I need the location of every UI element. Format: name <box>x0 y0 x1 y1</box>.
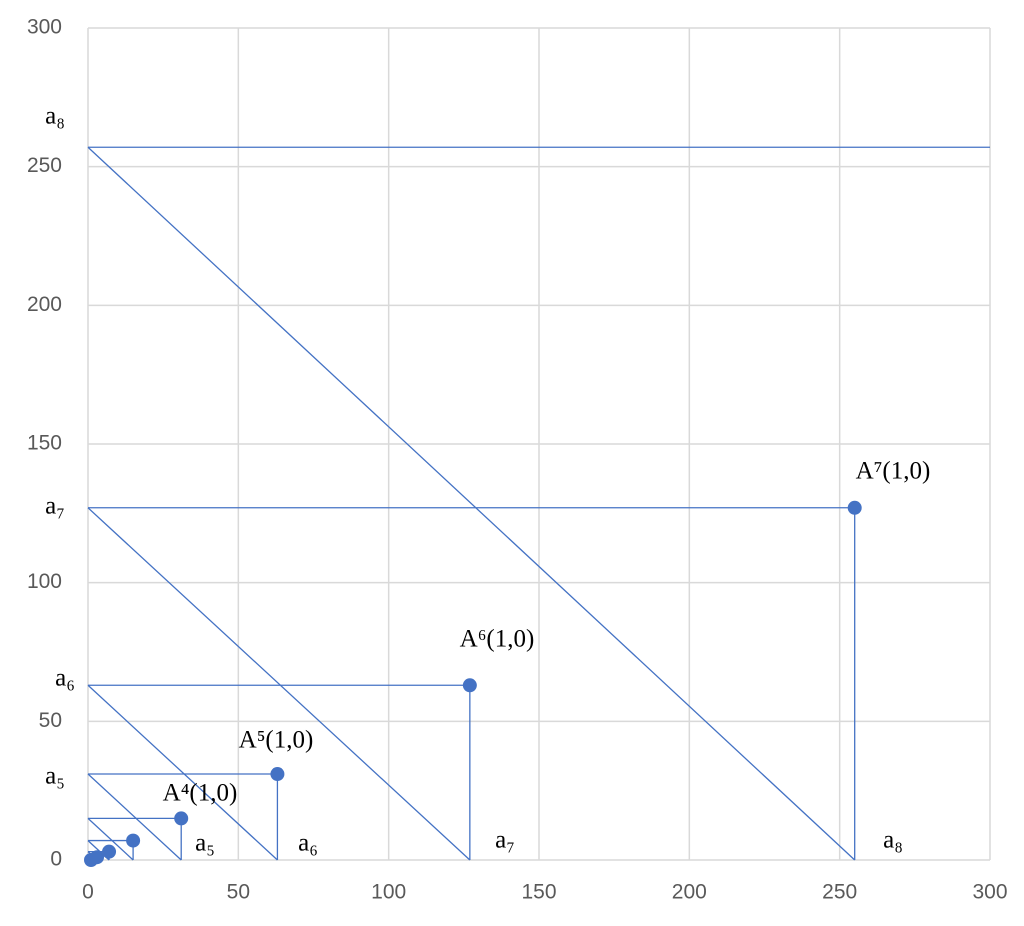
point <box>126 833 141 848</box>
y-tick-label: 150 <box>27 432 62 455</box>
annotation: A⁶(1,0) <box>460 626 535 653</box>
guide-line <box>87 773 182 861</box>
annotation: a₈ <box>883 827 903 854</box>
point <box>174 811 189 826</box>
annotation: a₅ <box>195 830 215 857</box>
annotation: a₇ <box>45 493 65 520</box>
point <box>462 678 477 693</box>
annotation: a₅ <box>45 763 65 790</box>
guide-line <box>87 684 278 861</box>
y-tick-label: 0 <box>50 848 62 871</box>
annotation: a₈ <box>45 103 65 130</box>
x-tick-label: 0 <box>82 881 94 904</box>
x-tick-label: 200 <box>672 881 707 904</box>
point <box>90 850 105 865</box>
x-tick-label: 100 <box>371 881 406 904</box>
annotation: a₆ <box>298 830 318 857</box>
point <box>847 500 862 515</box>
annotation: A⁵(1,0) <box>239 727 314 754</box>
x-tick-label: 50 <box>227 881 250 904</box>
guide-line <box>87 507 471 861</box>
point <box>270 767 285 782</box>
annotation: A⁷(1,0) <box>856 458 931 485</box>
annotation: A⁴(1,0) <box>163 780 238 807</box>
guide-line <box>87 146 856 861</box>
y-tick-label: 200 <box>27 293 62 316</box>
annotation: a₇ <box>495 827 515 854</box>
guide-line <box>87 817 134 861</box>
y-tick-label: 300 <box>27 16 62 39</box>
y-tick-label: 50 <box>39 709 62 732</box>
x-tick-label: 300 <box>972 881 1007 904</box>
annotation: a₆ <box>55 665 75 692</box>
x-tick-label: 150 <box>521 881 556 904</box>
point <box>102 844 117 859</box>
y-tick-label: 250 <box>27 154 62 177</box>
y-tick-label: 100 <box>27 570 62 593</box>
x-tick-label: 250 <box>822 881 857 904</box>
